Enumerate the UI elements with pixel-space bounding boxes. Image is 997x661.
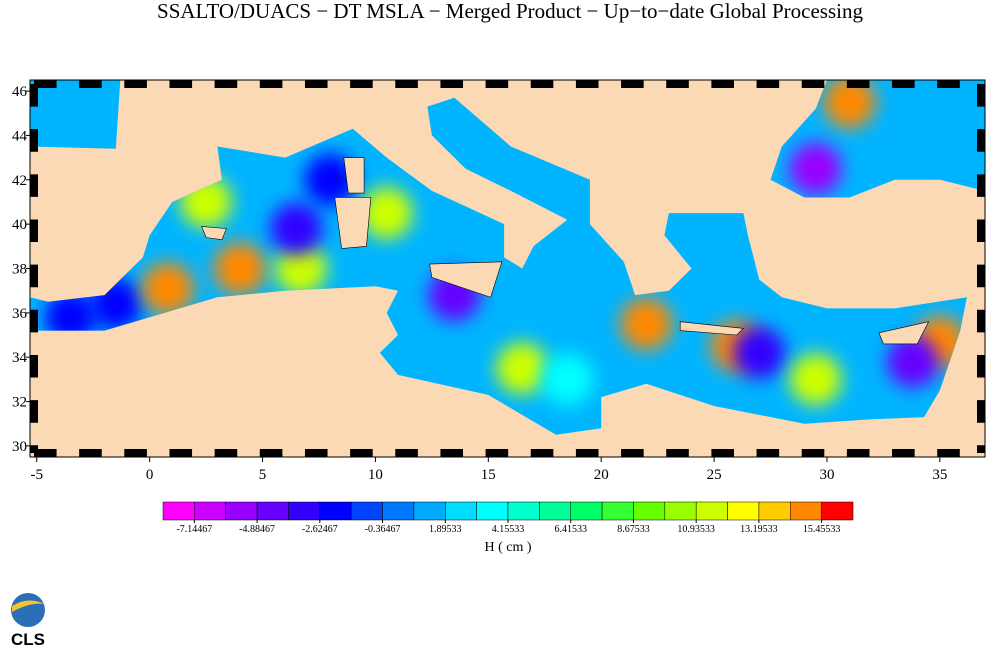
colorbar-tick-label: -7.14467 xyxy=(176,524,212,535)
colorbar-box xyxy=(633,501,666,521)
colorbar-tick-label: -0.36467 xyxy=(365,524,401,535)
x-tick-label: 10 xyxy=(368,467,383,483)
anomaly xyxy=(141,262,194,315)
colorbar-box xyxy=(319,501,352,521)
colorbar-box xyxy=(601,501,634,521)
colorbar-box xyxy=(664,501,697,521)
colorbar-tick-label: 13.19533 xyxy=(740,524,778,535)
island xyxy=(679,321,745,336)
anomaly xyxy=(274,242,327,295)
y-tick-label: 44 xyxy=(12,128,28,144)
anomaly xyxy=(213,242,266,295)
x-tick-label: 35 xyxy=(932,467,947,483)
colorbar-box xyxy=(695,501,728,521)
x-tick-label: 30 xyxy=(819,467,834,483)
colorbar-tick-label: 1.89533 xyxy=(429,524,462,535)
anomaly xyxy=(44,291,97,344)
colorbar-label: H ( cm ) xyxy=(484,540,531,555)
colorbar-box xyxy=(539,501,571,521)
anomaly xyxy=(789,353,842,406)
colorbar-box xyxy=(790,501,822,521)
anomaly xyxy=(886,335,939,388)
anomaly xyxy=(823,80,876,129)
colorbar-box xyxy=(570,501,603,521)
colorbar-box xyxy=(350,501,383,521)
y-tick-label: 42 xyxy=(12,173,27,189)
anomaly xyxy=(360,187,413,240)
anomaly xyxy=(789,142,842,195)
anomaly xyxy=(304,153,357,206)
island xyxy=(429,261,503,298)
sea xyxy=(30,80,121,149)
island xyxy=(201,226,227,241)
logo-globe xyxy=(11,593,45,627)
colorbar-box xyxy=(445,501,477,521)
colorbar-box xyxy=(162,501,195,521)
title: SSALTO/DUACS − DT MSLA − Merged Product … xyxy=(157,0,863,23)
y-tick-label: 30 xyxy=(12,439,27,455)
anomaly xyxy=(496,342,549,395)
y-tick-label: 34 xyxy=(12,350,28,366)
x-tick-label: 20 xyxy=(594,467,609,483)
y-tick-label: 32 xyxy=(12,395,27,411)
colorbar-box xyxy=(727,501,760,521)
colorbar-tick-label: 4.15533 xyxy=(492,524,525,535)
anomaly xyxy=(541,353,594,406)
colorbar-tick-label: 8.67533 xyxy=(617,524,650,535)
x-tick-label: 25 xyxy=(707,467,722,483)
colorbar-tick-label: -4.88467 xyxy=(239,524,275,535)
colorbar-tick-label: 15.45533 xyxy=(803,524,841,535)
y-tick-label: 40 xyxy=(12,217,27,233)
logo-text: CLS xyxy=(11,630,45,649)
island xyxy=(334,197,372,249)
logo-swoosh xyxy=(12,600,45,612)
y-tick-label: 36 xyxy=(12,306,28,322)
x-tick-label: 5 xyxy=(259,467,267,483)
colorbar-box xyxy=(758,501,791,521)
y-tick-label: 38 xyxy=(12,262,27,278)
anomaly xyxy=(270,202,323,255)
colorbar-box xyxy=(225,501,258,521)
y-tick-label: 46 xyxy=(12,84,28,100)
colorbar-tick-label: -2.62467 xyxy=(302,524,338,535)
colorbar-tick-label: 6.41533 xyxy=(554,524,587,535)
colorbar-box xyxy=(821,501,854,521)
colorbar-box xyxy=(382,501,415,521)
anomaly xyxy=(620,297,673,350)
colorbar-box xyxy=(288,501,321,521)
x-tick-label: -5 xyxy=(31,467,44,483)
colorbar-box xyxy=(256,501,289,521)
colorbar-box xyxy=(413,501,446,521)
x-tick-label: 0 xyxy=(146,467,154,483)
colorbar-box xyxy=(194,501,226,521)
colorbar-box xyxy=(476,501,509,521)
logo: CLS xyxy=(11,593,45,649)
island xyxy=(878,321,930,345)
anomaly xyxy=(733,326,786,379)
x-tick-label: 15 xyxy=(481,467,496,483)
island xyxy=(343,157,365,194)
colorbar-tick-label: 10.93533 xyxy=(677,524,715,535)
colorbar-box xyxy=(507,501,540,521)
